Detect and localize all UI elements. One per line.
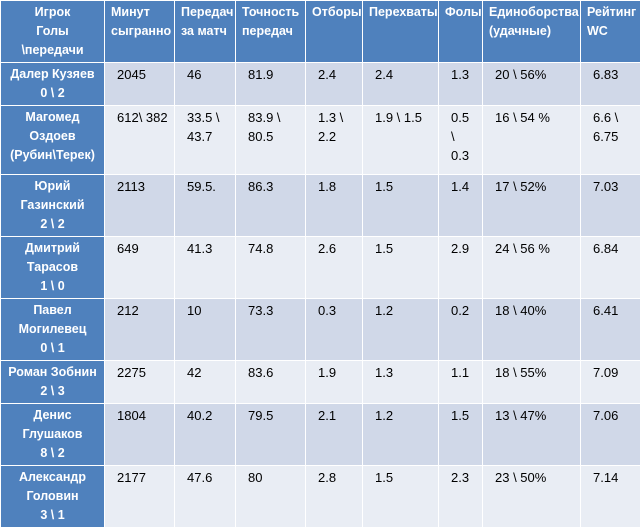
- stat-cell: 1.5: [363, 466, 439, 528]
- header-cell: Точность передач: [236, 1, 306, 63]
- header-cell: Минут сыгранно: [105, 1, 175, 63]
- player-cell: Александр Головин 3 \ 1: [1, 466, 105, 528]
- stat-cell: 6.6 \ 6.75: [581, 106, 640, 175]
- stat-cell: 2.4: [363, 63, 439, 106]
- stat-cell: 1.4: [439, 175, 483, 237]
- stat-cell: 1.8: [306, 175, 363, 237]
- stat-cell: 73.3: [236, 299, 306, 361]
- stat-cell: 2.1: [306, 404, 363, 466]
- stat-cell: 18 \ 40%: [483, 299, 581, 361]
- header-cell: Фолы: [439, 1, 483, 63]
- stat-cell: 46: [175, 63, 236, 106]
- header-cell: Игрок Голы \передачи: [1, 1, 105, 63]
- stat-cell: 2.3: [439, 466, 483, 528]
- stat-cell: 212: [105, 299, 175, 361]
- stat-cell: 74.8: [236, 237, 306, 299]
- player-cell: Магомед Оздоев (Рубин\Терек): [1, 106, 105, 175]
- player-cell: Дмитрий Тарасов 1 \ 0: [1, 237, 105, 299]
- stat-cell: 0.3: [306, 299, 363, 361]
- player-cell: Павел Могилевец 0 \ 1: [1, 299, 105, 361]
- player-cell: Роман Зобнин 2 \ 3: [1, 361, 105, 404]
- header-cell: Передач за матч: [175, 1, 236, 63]
- player-cell: Денис Глушаков 8 \ 2: [1, 404, 105, 466]
- stat-cell: 1804: [105, 404, 175, 466]
- stat-cell: 1.1: [439, 361, 483, 404]
- stat-cell: 79.5: [236, 404, 306, 466]
- stat-cell: 2.6: [306, 237, 363, 299]
- stat-cell: 33.5 \ 43.7: [175, 106, 236, 175]
- stat-cell: 6.84: [581, 237, 640, 299]
- stat-cell: 40.2: [175, 404, 236, 466]
- player-cell: Юрий Газинский 2 \ 2: [1, 175, 105, 237]
- stat-cell: 47.6: [175, 466, 236, 528]
- stat-cell: 13 \ 47%: [483, 404, 581, 466]
- stat-cell: 59.5.: [175, 175, 236, 237]
- stat-cell: 1.5: [363, 175, 439, 237]
- stat-cell: 24 \ 56 %: [483, 237, 581, 299]
- stat-cell: 2.9: [439, 237, 483, 299]
- stat-cell: 42: [175, 361, 236, 404]
- stat-cell: 80: [236, 466, 306, 528]
- stat-cell: 0.5 \ 0.3: [439, 106, 483, 175]
- header-cell: Рейтинг WC: [581, 1, 640, 63]
- stat-cell: 23 \ 50%: [483, 466, 581, 528]
- stat-cell: 17 \ 52%: [483, 175, 581, 237]
- stat-cell: 1.5: [439, 404, 483, 466]
- stat-cell: 1.3: [439, 63, 483, 106]
- stat-cell: 18 \ 55%: [483, 361, 581, 404]
- stat-cell: 2045: [105, 63, 175, 106]
- stat-cell: 41.3: [175, 237, 236, 299]
- stat-cell: 6.83: [581, 63, 640, 106]
- stat-cell: 83.9 \ 80.5: [236, 106, 306, 175]
- header-cell: Отборы: [306, 1, 363, 63]
- stat-cell: 612\ 382: [105, 106, 175, 175]
- header-cell: Единоборства (удачные): [483, 1, 581, 63]
- stat-cell: 81.9: [236, 63, 306, 106]
- stat-cell: 1.2: [363, 299, 439, 361]
- stat-cell: 2113: [105, 175, 175, 237]
- header-cell: Перехваты: [363, 1, 439, 63]
- stat-cell: 1.3 \ 2.2: [306, 106, 363, 175]
- stat-cell: 1.9 \ 1.5: [363, 106, 439, 175]
- stat-cell: 1.3: [363, 361, 439, 404]
- stat-cell: 20 \ 56%: [483, 63, 581, 106]
- stat-cell: 1.2: [363, 404, 439, 466]
- stat-cell: 2275: [105, 361, 175, 404]
- player-cell: Далер Кузяев 0 \ 2: [1, 63, 105, 106]
- stat-cell: 7.14: [581, 466, 640, 528]
- stat-cell: 0.2: [439, 299, 483, 361]
- stat-cell: 6.41: [581, 299, 640, 361]
- stat-cell: 1.9: [306, 361, 363, 404]
- stat-cell: 2.8: [306, 466, 363, 528]
- stat-cell: 1.5: [363, 237, 439, 299]
- stat-cell: 7.09: [581, 361, 640, 404]
- stat-cell: 2.4: [306, 63, 363, 106]
- stat-cell: 649: [105, 237, 175, 299]
- stat-cell: 2177: [105, 466, 175, 528]
- stat-cell: 83.6: [236, 361, 306, 404]
- stat-cell: 7.03: [581, 175, 640, 237]
- stat-cell: 86.3: [236, 175, 306, 237]
- stat-cell: 7.06: [581, 404, 640, 466]
- stat-cell: 10: [175, 299, 236, 361]
- stat-cell: 16 \ 54 %: [483, 106, 581, 175]
